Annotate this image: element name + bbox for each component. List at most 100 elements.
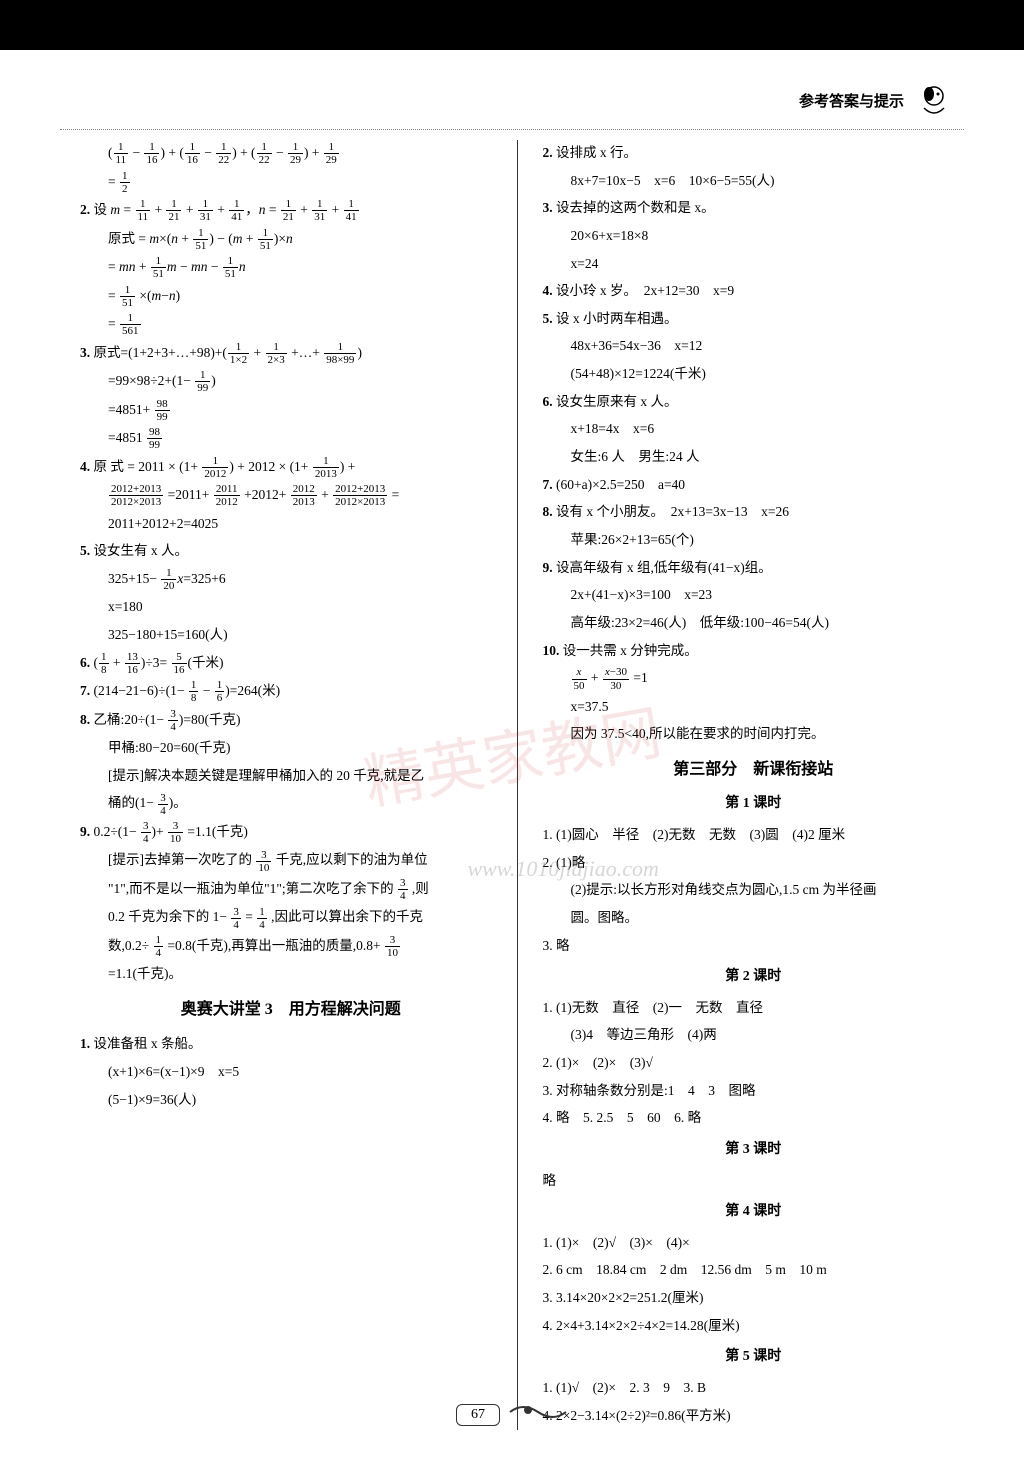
equation-line: 2011+2012+2=4025 [80,511,502,537]
equation-line: = 151 ×(m−n) [80,283,502,310]
problem-number: 10. [543,643,560,658]
equation-line: = 1561 [80,311,502,338]
equation-line: =4851+ 9899 [80,397,502,424]
problem-r10: 10. 设一共需 x 分钟完成。 [543,638,965,664]
hint-line: 桶的(1− 34)。 [80,790,502,817]
equation-line: x+18=4x x=6 [543,416,965,442]
hint-line: [提示]解决本题关键是理解甲桶加入的 20 千克,就是乙 [80,763,502,789]
problem-9: 9. 0.2÷(1− 34)+ 310 =1.1(千克) [80,819,502,846]
footer-decoration-icon [508,1400,568,1429]
equation-line: x=24 [543,251,965,277]
text: 设 x 小时两车相遇。 [556,311,678,326]
problem-number: 4. [80,459,90,474]
lesson-3-title: 第 3 课时 [543,1137,965,1164]
problem-number: 5. [80,543,90,558]
top-black-bar [0,0,1024,50]
text: 设小玲 x 岁。 2x+12=30 x=9 [556,283,734,298]
problem-number: 2. [80,202,90,217]
text: 设准备租 x 条船。 [94,1036,202,1051]
equation-line: = mn + 151m − mn − 151n [80,254,502,281]
problem-6: 6. (18 + 1316)÷3= 516(千米) [80,650,502,677]
problem-r3: 3. 设去掉的这两个数和是 x。 [543,195,965,221]
lesson-5-title: 第 5 课时 [543,1344,965,1371]
header-badge: 参考答案与提示 [799,90,904,111]
problem-3: 3. 原式=(1+2+3+…+98)+(11×2 + 12×3 +…+ 198×… [80,340,502,367]
problem-r5: 5. 设 x 小时两车相遇。 [543,306,965,332]
mascot-icon [914,80,954,120]
problem-number: 9. [543,560,553,575]
equation-line: x=37.5 [543,694,965,720]
problem-r7: 7. (60+a)×2.5=250 a=40 [543,472,965,498]
answer-line: 2. (1)略 [543,850,965,876]
text: 设去掉的这两个数和是 x。 [556,200,715,215]
content-area: (111 − 116) + (116 − 122) + (122 − 129) … [0,130,1024,1460]
page-number: 67 [456,1404,500,1426]
problem-r9: 9. 设高年级有 x 组,低年级有(41−x)组。 [543,555,965,581]
equation-line: =4851 9899 [80,425,502,452]
page-footer: 67 [456,1400,568,1429]
answer-line: 3. 略 [543,933,965,959]
equation-line: x50 + x−3030 =1 [543,665,965,692]
equation-line: 因为 37.5<40,所以能在要求的时间内打完。 [543,721,965,747]
olympiad-section-title: 奥赛大讲堂 3 用方程解决问题 [80,995,502,1025]
equation-line: 甲桶:80−20=60(千克) [80,735,502,761]
answer-line: 4. 略 5. 2.5 5 60 6. 略 [543,1105,965,1131]
equation-line: 325+15− 120x=325+6 [80,566,502,593]
answer-line: 圆。图略。 [543,905,965,931]
problem-r8: 8. 设有 x 个小朋友。 2x+13=3x−13 x=26 [543,499,965,525]
text: 设一共需 x 分钟完成。 [563,643,698,658]
equation-line: (5−1)×9=36(人) [80,1087,502,1113]
equation-line: 8x+7=10x−5 x=6 10×6−5=55(人) [543,168,965,194]
answer-line: (3)4 等边三角形 (4)两 [543,1022,965,1048]
equation-line: 2x+(41−x)×3=100 x=23 [543,582,965,608]
answer-line: 3. 对称轴条数分别是:1 4 3 图略 [543,1078,965,1104]
problem-number: 3. [543,200,553,215]
equation-line: (54+48)×12=1224(千米) [543,361,965,387]
hint-line: 数,0.2÷ 14 =0.8(千克),再算出一瓶油的质量,0.8+ 310 [80,933,502,960]
answer-line: 2. (1)× (2)× (3)√ [543,1050,965,1076]
equation-line: 女生:6 人 男生:24 人 [543,444,965,470]
hint-line: [提示]去掉第一次吃了的 310 千克,应以剩下的油为单位 [80,847,502,874]
problem-number: 5. [543,311,553,326]
equation-line: 苹果:26×2+13=65(个) [543,527,965,553]
problem-number: 7. [543,477,553,492]
problem-number: 8. [80,712,90,727]
text: 设排成 x 行。 [556,145,637,160]
text: 设女生有 x 人。 [94,543,189,558]
answer-line: 1. (1)× (2)√ (3)× (4)× [543,1230,965,1256]
problem-r6: 6. 设女生原来有 x 人。 [543,389,965,415]
text: 设有 x 个小朋友。 2x+13=3x−13 x=26 [556,504,789,519]
text: 设女生原来有 x 人。 [556,394,678,409]
text: 设高年级有 x 组,低年级有(41−x)组。 [556,560,772,575]
problem-r4: 4. 设小玲 x 岁。 2x+12=30 x=9 [543,278,965,304]
answer-line: 4. 2×4+3.14×2×2÷4×2=14.28(厘米) [543,1313,965,1339]
hint-line: "1",而不是以一瓶油为单位"1";第二次吃了余下的 34 ,则 [80,876,502,903]
problem-2: 2. 设 m = 111 + 121 + 131 + 141，n = 121 +… [80,197,502,224]
problem-r2: 2. 设排成 x 行。 [543,140,965,166]
problem-number: 6. [80,655,90,670]
equation-line: 2012+20132012×2013 =2011+ 20112012 +2012… [80,482,502,509]
answer-line: 1. (1)无数 直径 (2)一 无数 直径 [543,995,965,1021]
text: (60+a)×2.5=250 a=40 [556,477,685,492]
problem-number: 2. [543,145,553,160]
problem-number: 8. [543,504,553,519]
answer-line: 4. 2×2−3.14×(2÷2)²=0.86(平方米) [543,1403,965,1429]
section-3-title: 第三部分 新课衔接站 [543,755,965,785]
problem-7: 7. (214−21−6)÷(1− 18 − 16)=264(米) [80,678,502,705]
olympiad-problem-1: 1. 设准备租 x 条船。 [80,1031,502,1057]
lesson-2-title: 第 2 课时 [543,964,965,991]
equation-line: (x+1)×6=(x−1)×9 x=5 [80,1059,502,1085]
problem-number: 3. [80,345,90,360]
problem-number: 9. [80,824,90,839]
lesson-1-title: 第 1 课时 [543,791,965,818]
answer-line: 1. (1)圆心 半径 (2)无数 无数 (3)圆 (4)2 厘米 [543,822,965,848]
page-header: 参考答案与提示 [60,70,964,130]
problem-5: 5. 设女生有 x 人。 [80,538,502,564]
problem-number: 6. [543,394,553,409]
answer-line: 略 [543,1168,965,1194]
problem-4: 4. 原 式 = 2011 × (1+ 12012) + 2012 × (1+ … [80,454,502,481]
problem-number: 1. [80,1036,90,1051]
equation-line: 48x+36=54x−36 x=12 [543,333,965,359]
equation-line: 20×6+x=18×8 [543,223,965,249]
left-column: (111 − 116) + (116 − 122) + (122 − 129) … [80,140,518,1430]
